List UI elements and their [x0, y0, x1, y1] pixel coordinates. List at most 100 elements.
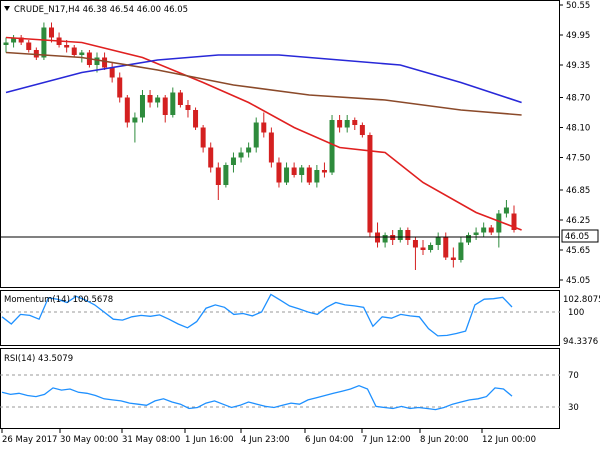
rsi-axis-70: 70 — [568, 371, 579, 381]
candle-body — [102, 57, 108, 68]
candle-body — [337, 120, 343, 128]
time-axis-label: 6 Jun 04:00 — [305, 435, 354, 445]
price-axis-label: 46.25 — [566, 216, 590, 226]
candle-body — [139, 95, 145, 118]
candle-body — [314, 170, 320, 183]
candle-body — [215, 167, 221, 185]
time-axis-label: 7 Jun 12:00 — [362, 435, 411, 445]
candle-body — [329, 120, 335, 173]
time-axis-label: 26 May 2017 — [2, 435, 57, 445]
price-axis-label: 47.50 — [566, 154, 590, 164]
time-axis-label: 4 Jun 23:00 — [241, 435, 290, 445]
price-axis-label: 50.55 — [566, 1, 590, 11]
candle-body — [117, 77, 123, 98]
momentum-axis-mid: 100 — [568, 308, 584, 318]
candle-body — [155, 97, 161, 103]
candle-body — [276, 162, 282, 183]
price-axis-label: 45.05 — [566, 276, 590, 286]
price-axis-label: 46.85 — [566, 186, 590, 196]
candle-body — [177, 92, 183, 105]
price-axis-label: 48.70 — [566, 94, 590, 104]
candle-body — [79, 52, 85, 55]
price-axis: 50.55 49.95 49.35 48.70 48.10 47.50 46.85 46.25… — [559, 1, 590, 286]
candle-body — [268, 132, 274, 163]
candle-body — [261, 122, 267, 133]
candle-body — [352, 120, 358, 125]
rsi-panel[interactable] — [0, 348, 560, 429]
candle-body — [503, 207, 509, 214]
candle-body — [109, 67, 115, 78]
candle-body — [405, 230, 411, 240]
time-axis-label: 8 Jun 20:00 — [420, 435, 469, 445]
candle-body — [200, 127, 206, 148]
momentum-title: Momentum(14) 100.5678 — [4, 295, 113, 305]
candle-body — [41, 27, 47, 58]
candle-body — [223, 165, 229, 185]
time-axis-label: 1 Jun 16:00 — [185, 435, 234, 445]
candle-body — [48, 27, 54, 38]
candle-body — [132, 117, 138, 123]
ma-slow-line — [5, 51, 522, 116]
candle-body — [420, 247, 426, 250]
candle-body — [466, 235, 472, 243]
triangle-down-icon[interactable] — [4, 6, 10, 11]
candle-body — [443, 237, 449, 258]
candle-body — [428, 245, 434, 250]
candle-body — [11, 37, 17, 43]
candle-body — [473, 232, 479, 235]
candle-body — [382, 235, 388, 243]
price-axis-label: 48.10 — [566, 124, 590, 134]
candle-body — [162, 97, 168, 115]
candle-body — [253, 122, 259, 148]
candle-body — [238, 152, 244, 158]
rsi-title: RSI(14) 43.5079 — [4, 354, 73, 364]
candle-body — [230, 157, 236, 165]
ma-mid-line — [5, 54, 522, 104]
rsi-line — [1, 385, 513, 411]
ma-fast-line — [5, 36, 522, 231]
price-axis-label: 45.65 — [566, 246, 590, 256]
candle-body — [496, 213, 502, 233]
candle-body — [488, 227, 494, 233]
candle-body — [291, 167, 297, 175]
momentum-axis-high: 102.8075 — [563, 295, 600, 305]
candle-body — [64, 45, 70, 48]
time-axis-label: 12 Jun 00:00 — [482, 435, 536, 445]
candle-body — [412, 240, 418, 248]
candle-body — [170, 92, 176, 115]
time-axis-label: 30 May 00:00 — [60, 435, 118, 445]
time-axis: 26 May 2017 30 May 00:00 31 May 08:00 1 Jun… — [1, 429, 536, 445]
candle-body — [26, 42, 32, 50]
candle-body — [511, 213, 517, 230]
candle-body — [124, 97, 130, 123]
candle-body — [450, 257, 456, 260]
candle-body — [208, 147, 214, 168]
symbol-header: CRUDE_N17,H4 46.38 46.54 46.00 46.05 — [14, 5, 188, 15]
time-axis-label: 31 May 08:00 — [122, 435, 180, 445]
candle-body — [435, 237, 441, 245]
moving-averages — [5, 36, 522, 231]
candle-body — [3, 42, 9, 45]
candle-body — [481, 227, 487, 233]
current-price-label: 46.05 — [565, 232, 589, 242]
momentum-line — [1, 293, 513, 337]
momentum-axis-low: 94.3376 — [563, 337, 598, 347]
candle-body — [458, 242, 464, 260]
candle-body — [344, 120, 350, 128]
candle-body — [193, 110, 199, 128]
current-price-box — [561, 229, 599, 243]
candle-body — [284, 167, 290, 183]
candle-body — [397, 230, 403, 240]
candle-body — [71, 47, 77, 55]
candle-body — [18, 37, 24, 43]
candle-body — [306, 167, 312, 183]
candle-body — [367, 135, 373, 233]
rsi-axis-30: 30 — [568, 403, 579, 413]
candle-body — [147, 95, 153, 103]
candle-body — [321, 170, 327, 173]
candle-body — [185, 105, 191, 110]
candle-body — [94, 57, 100, 65]
candle-body — [299, 167, 305, 175]
candle-body — [359, 125, 365, 135]
